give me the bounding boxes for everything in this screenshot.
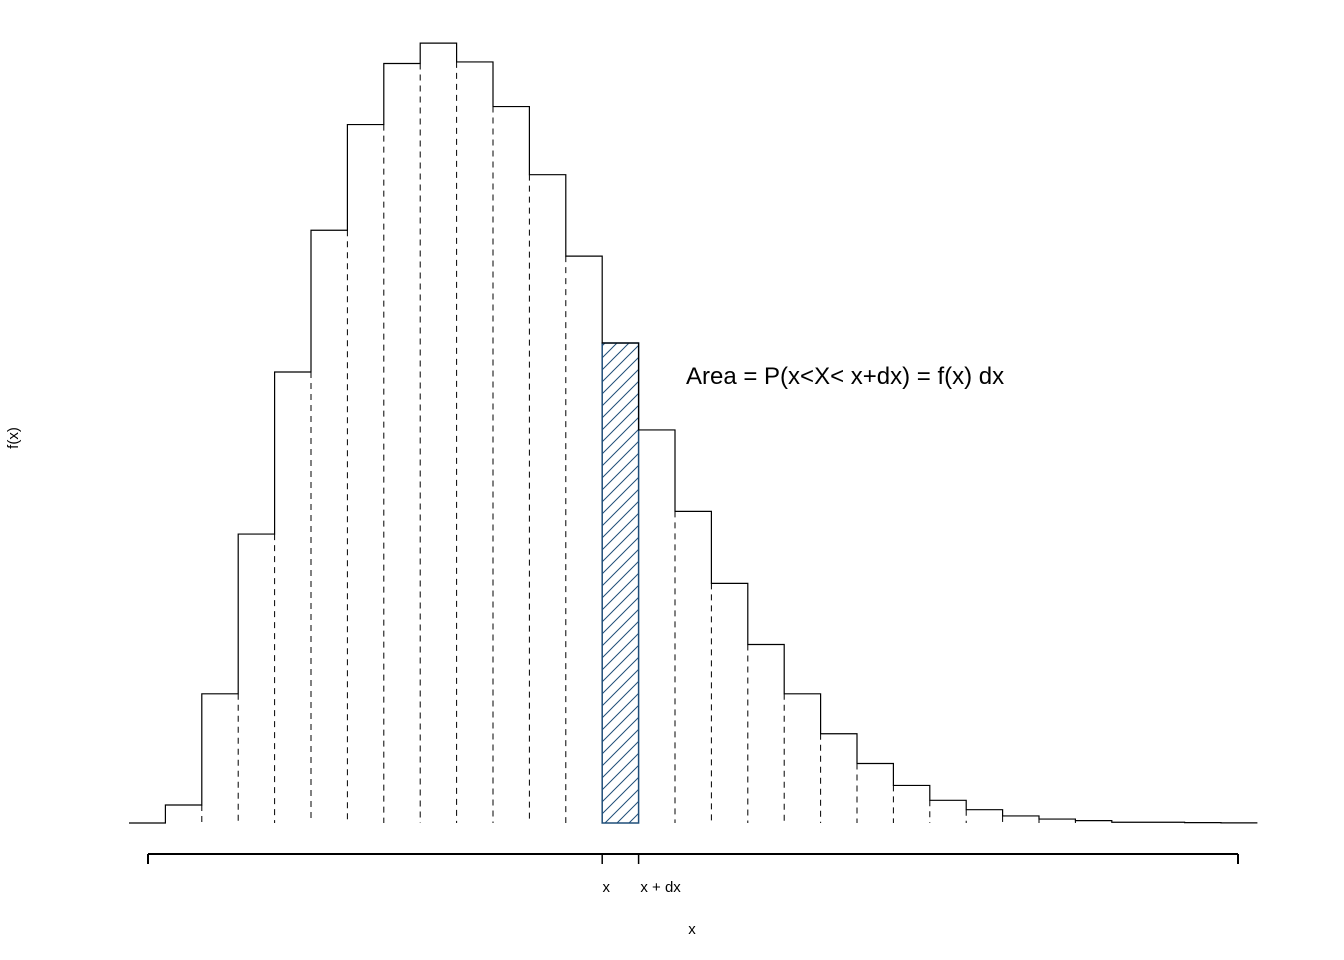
y-axis-label: f(x): [5, 427, 22, 449]
x-plus-dx-tick-label: x + dx: [640, 879, 681, 896]
bars-layer: [129, 42, 1258, 824]
highlighted-bin: [601, 342, 640, 824]
x-axis: x x + dx: [147, 853, 1239, 896]
x-tick-label: x: [602, 879, 610, 896]
x-axis-label: x: [688, 921, 696, 938]
histogram-outline: [129, 42, 1258, 824]
area-annotation: Area = P(x<X< x+dx) = f(x) dx: [686, 363, 1004, 390]
